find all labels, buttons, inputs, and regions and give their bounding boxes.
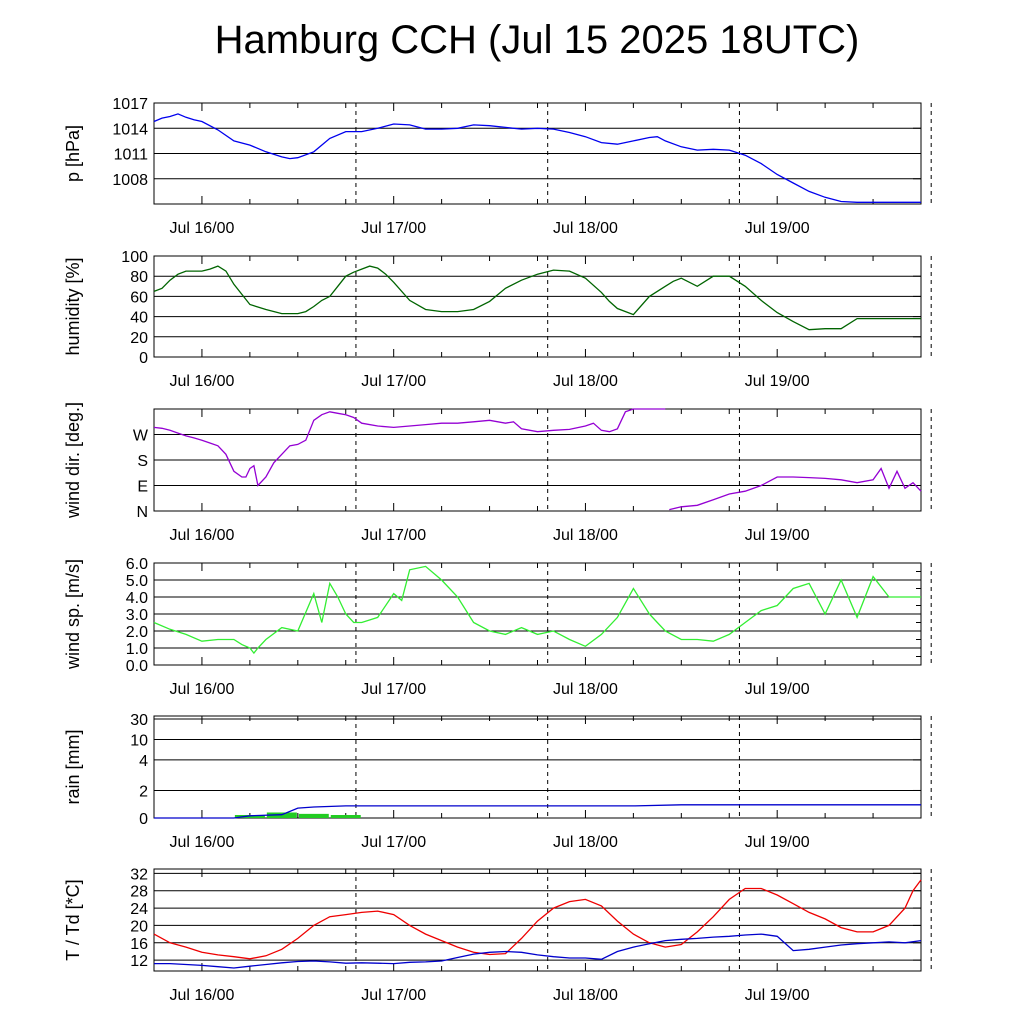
x-tick-label: Jul 18/00 [553,681,618,698]
y-tick-label: 1017 [112,96,148,113]
x-tick-label: Jul 17/00 [361,834,426,851]
humidity-line [153,265,921,331]
wind-speed-line [153,565,921,655]
y-tick-label: 30 [130,712,148,729]
x-tick-label: Jul 18/00 [553,373,618,390]
x-tick-label: Jul 19/00 [745,527,810,544]
y-tick-label: 24 [130,901,148,918]
y-tick-label: E [137,479,148,496]
x-tick-label: Jul 18/00 [553,220,618,237]
x-tick-label: Jul 19/00 [745,373,810,390]
y-tick-label: 0 [139,350,148,367]
y-tick-label: 20 [130,918,148,935]
x-tick-label: Jul 18/00 [553,834,618,851]
y-tick-label: 60 [130,289,148,306]
y-tick-label: 4 [139,753,148,770]
rain-bar [298,813,329,818]
x-tick-label: Jul 17/00 [361,527,426,544]
x-tick-label: Jul 19/00 [745,987,810,1004]
x-tick-label: Jul 19/00 [745,834,810,851]
rain-bar [330,815,361,818]
rain-cumulative-line [154,804,921,819]
panel-frame [153,868,922,972]
y-tick-label: 12 [130,953,148,970]
y-axis-title: p [hPa] [63,125,83,182]
x-tick-label: Jul 17/00 [361,987,426,1004]
y-tick-label: 2.0 [126,624,148,641]
y-tick-label: 0 [139,811,148,828]
y-axis-title: rain [mm] [63,729,83,804]
x-tick-label: Jul 18/00 [553,987,618,1004]
x-tick-label: Jul 17/00 [361,220,426,237]
x-tick-label: Jul 16/00 [169,987,234,1004]
y-tick-label: N [136,504,148,521]
y-tick-label: 5.0 [126,573,148,590]
y-axis-title: humidity [%] [63,257,83,355]
panel-frame [153,255,922,358]
x-tick-label: Jul 19/00 [745,220,810,237]
y-tick-label: 4.0 [126,590,148,607]
y-tick-label: 100 [121,249,148,266]
y-tick-label: 20 [130,330,148,347]
rain-bar [234,815,265,818]
y-tick-label: 32 [130,866,148,883]
y-tick-label: W [133,428,149,445]
y-tick-label: 10 [130,732,148,749]
wind-dir-line-2 [669,467,922,511]
y-tick-label: 40 [130,310,148,327]
y-tick-label: S [137,453,148,470]
x-tick-label: Jul 18/00 [553,527,618,544]
y-tick-label: 1.0 [126,641,148,658]
panel-frame [153,715,922,819]
dewpoint-line [154,933,922,969]
y-tick-label: 2 [139,783,148,800]
y-tick-label: 1008 [112,172,148,189]
x-tick-label: Jul 19/00 [745,681,810,698]
x-tick-label: Jul 16/00 [169,681,234,698]
y-tick-label: 0.0 [126,658,148,675]
x-tick-label: Jul 16/00 [169,527,234,544]
pressure-line [153,113,921,203]
wind-dir-line-1 [153,408,666,487]
y-tick-label: 80 [130,269,148,286]
y-tick-label: 28 [130,884,148,901]
page-title: Hamburg CCH (Jul 15 2025 18UTC) [214,18,860,62]
x-tick-label: Jul 16/00 [169,220,234,237]
y-tick-label: 6.0 [126,556,148,573]
x-tick-label: Jul 16/00 [169,834,234,851]
x-tick-label: Jul 17/00 [361,681,426,698]
x-tick-label: Jul 17/00 [361,373,426,390]
temperature-line [153,879,922,960]
y-tick-label: 3.0 [126,607,148,624]
y-tick-label: 1014 [112,121,148,138]
y-tick-label: 1011 [114,147,149,164]
y-axis-title: wind sp. [m/s] [63,559,83,670]
y-axis-title: wind dir. [deg.] [63,402,83,519]
y-tick-label: 16 [130,936,148,953]
x-tick-label: Jul 16/00 [169,373,234,390]
y-axis-title: T / Td [*C] [63,879,83,960]
